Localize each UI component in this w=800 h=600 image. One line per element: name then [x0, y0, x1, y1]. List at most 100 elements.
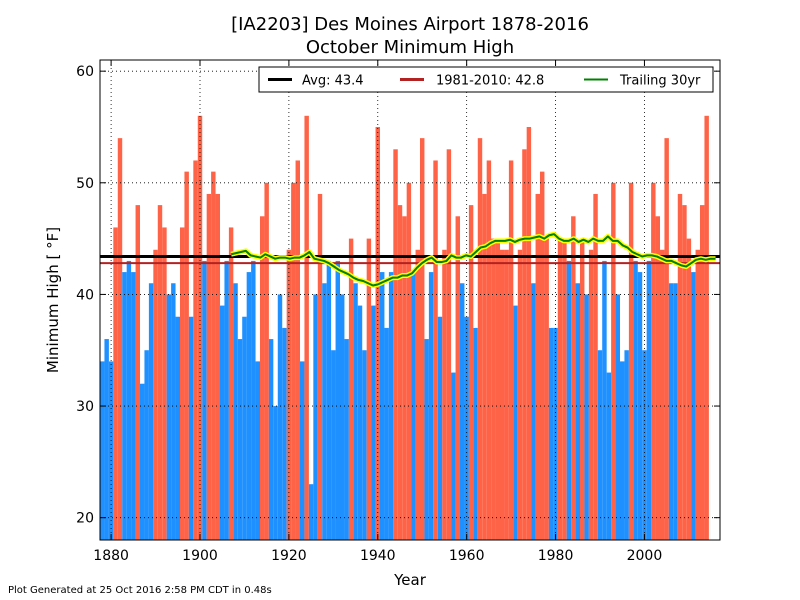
bar-1990: [597, 350, 603, 540]
bar-1901: [202, 260, 207, 540]
bar-1941: [380, 272, 385, 540]
bar-1944: [393, 149, 398, 541]
bar-1898: [188, 316, 194, 540]
bar-1939: [371, 305, 376, 540]
bar-1916: [268, 339, 274, 540]
bar-1905: [220, 305, 225, 540]
bar-1949: [415, 249, 420, 540]
bar-2011: [691, 272, 696, 540]
bar-1982: [562, 238, 567, 540]
bar-1885: [131, 272, 136, 540]
x-tick-label: 1960: [449, 548, 485, 564]
bar-1993: [611, 182, 616, 541]
bar-1913: [255, 361, 260, 540]
bar-1968: [500, 249, 505, 540]
bar-1927: [317, 193, 323, 540]
bar-2010: [686, 238, 692, 540]
bar-1997: [628, 182, 634, 541]
bar-1977: [540, 171, 545, 540]
bar-1936: [357, 305, 363, 540]
bar-1918: [277, 294, 283, 540]
y-tick-label: 30: [76, 399, 94, 415]
bar-1919: [282, 327, 287, 540]
legend-label-1: 1981-2010: 42.8: [436, 74, 544, 89]
bar-1985: [575, 283, 580, 540]
y-tick-label: 20: [76, 511, 94, 527]
bar-2005: [664, 138, 669, 540]
bar-1943: [388, 272, 394, 540]
bar-1926: [313, 294, 318, 540]
y-tick-label: 40: [76, 287, 94, 303]
bar-1946: [402, 216, 407, 540]
trailing-30yr-line: [230, 233, 716, 287]
bar-1956: [446, 149, 452, 541]
bar-1882: [117, 138, 123, 540]
legend-label-2: Trailing 30yr: [619, 74, 701, 89]
bar-1908: [233, 283, 238, 540]
bar-1910: [242, 316, 247, 540]
bar-1942: [384, 327, 389, 540]
x-tick-label: 2000: [627, 548, 663, 564]
legend-box: [258, 66, 714, 93]
bar-1895: [175, 316, 180, 540]
bar-1952: [428, 272, 434, 540]
footer-text: Plot Generated at 25 Oct 2016 2:58 PM CD…: [8, 585, 272, 596]
bar-2014: [704, 115, 709, 540]
bar-1940: [375, 126, 380, 540]
bar-1953: [433, 160, 438, 540]
chart-title: [IA2203] Des Moines Airport 1878-2016: [231, 14, 589, 35]
y-axis-label: Minimum High [ °F]: [44, 227, 62, 373]
bar-1937: [362, 350, 367, 540]
y-tick-label: 60: [76, 64, 94, 80]
bar-1899: [193, 160, 198, 540]
bar-1971: [513, 305, 518, 540]
bar-1933: [344, 339, 349, 540]
bar-1935: [353, 283, 358, 540]
bar-2012: [695, 249, 700, 540]
bar-2009: [682, 205, 687, 540]
bar-1979: [548, 327, 554, 540]
bar-1954: [437, 316, 443, 540]
bar-1892: [162, 227, 167, 540]
bar-1964: [482, 193, 487, 540]
bar-1978: [544, 238, 549, 540]
x-tick-label: 1920: [271, 548, 307, 564]
bar-1963: [477, 138, 483, 540]
bar-1891: [157, 205, 163, 540]
bar-1987: [584, 294, 589, 540]
bar-1951: [424, 339, 429, 540]
bar-1923: [300, 361, 305, 540]
bar-1950: [420, 138, 425, 540]
bar-1961: [468, 205, 474, 540]
bar-1932: [340, 294, 345, 540]
bar-1975: [531, 283, 536, 540]
bar-1904: [215, 193, 220, 540]
bar-1894: [171, 283, 176, 540]
x-tick-label: 1940: [360, 548, 396, 564]
bar-1967: [495, 238, 500, 540]
bar-1989: [593, 193, 598, 540]
bar-2003: [655, 216, 660, 540]
bar-1884: [126, 260, 132, 540]
bar-1902: [206, 193, 212, 540]
bar-1996: [624, 350, 629, 540]
bar-1988: [588, 249, 594, 540]
trailing-30yr-halo: [230, 231, 716, 288]
bar-1925: [308, 484, 314, 540]
bar-1981: [557, 238, 563, 540]
bar-2006: [668, 283, 674, 540]
bar-1984: [571, 216, 576, 540]
x-tick-label: 1980: [538, 548, 574, 564]
y-tick-label: 50: [76, 176, 94, 192]
bar-1907: [228, 227, 234, 540]
bar-1973: [522, 149, 527, 541]
bar-1998: [633, 260, 638, 540]
bar-1897: [184, 171, 189, 540]
bar-1959: [460, 283, 465, 540]
bar-1900: [197, 115, 203, 540]
bar-1906: [224, 260, 229, 540]
bar-1994: [615, 294, 620, 540]
bar-2013: [700, 205, 705, 540]
bar-1879: [104, 339, 109, 540]
chart-subtitle: October Minimum High: [306, 37, 514, 58]
